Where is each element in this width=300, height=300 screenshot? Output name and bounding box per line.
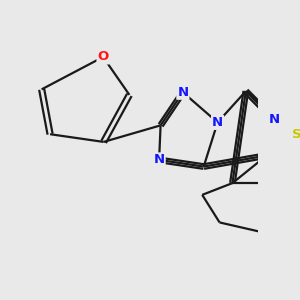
Text: S: S xyxy=(292,128,300,141)
Text: N: N xyxy=(212,116,223,129)
Text: N: N xyxy=(268,113,280,126)
Text: N: N xyxy=(154,153,165,167)
Text: N: N xyxy=(177,86,188,99)
Text: O: O xyxy=(98,50,109,64)
